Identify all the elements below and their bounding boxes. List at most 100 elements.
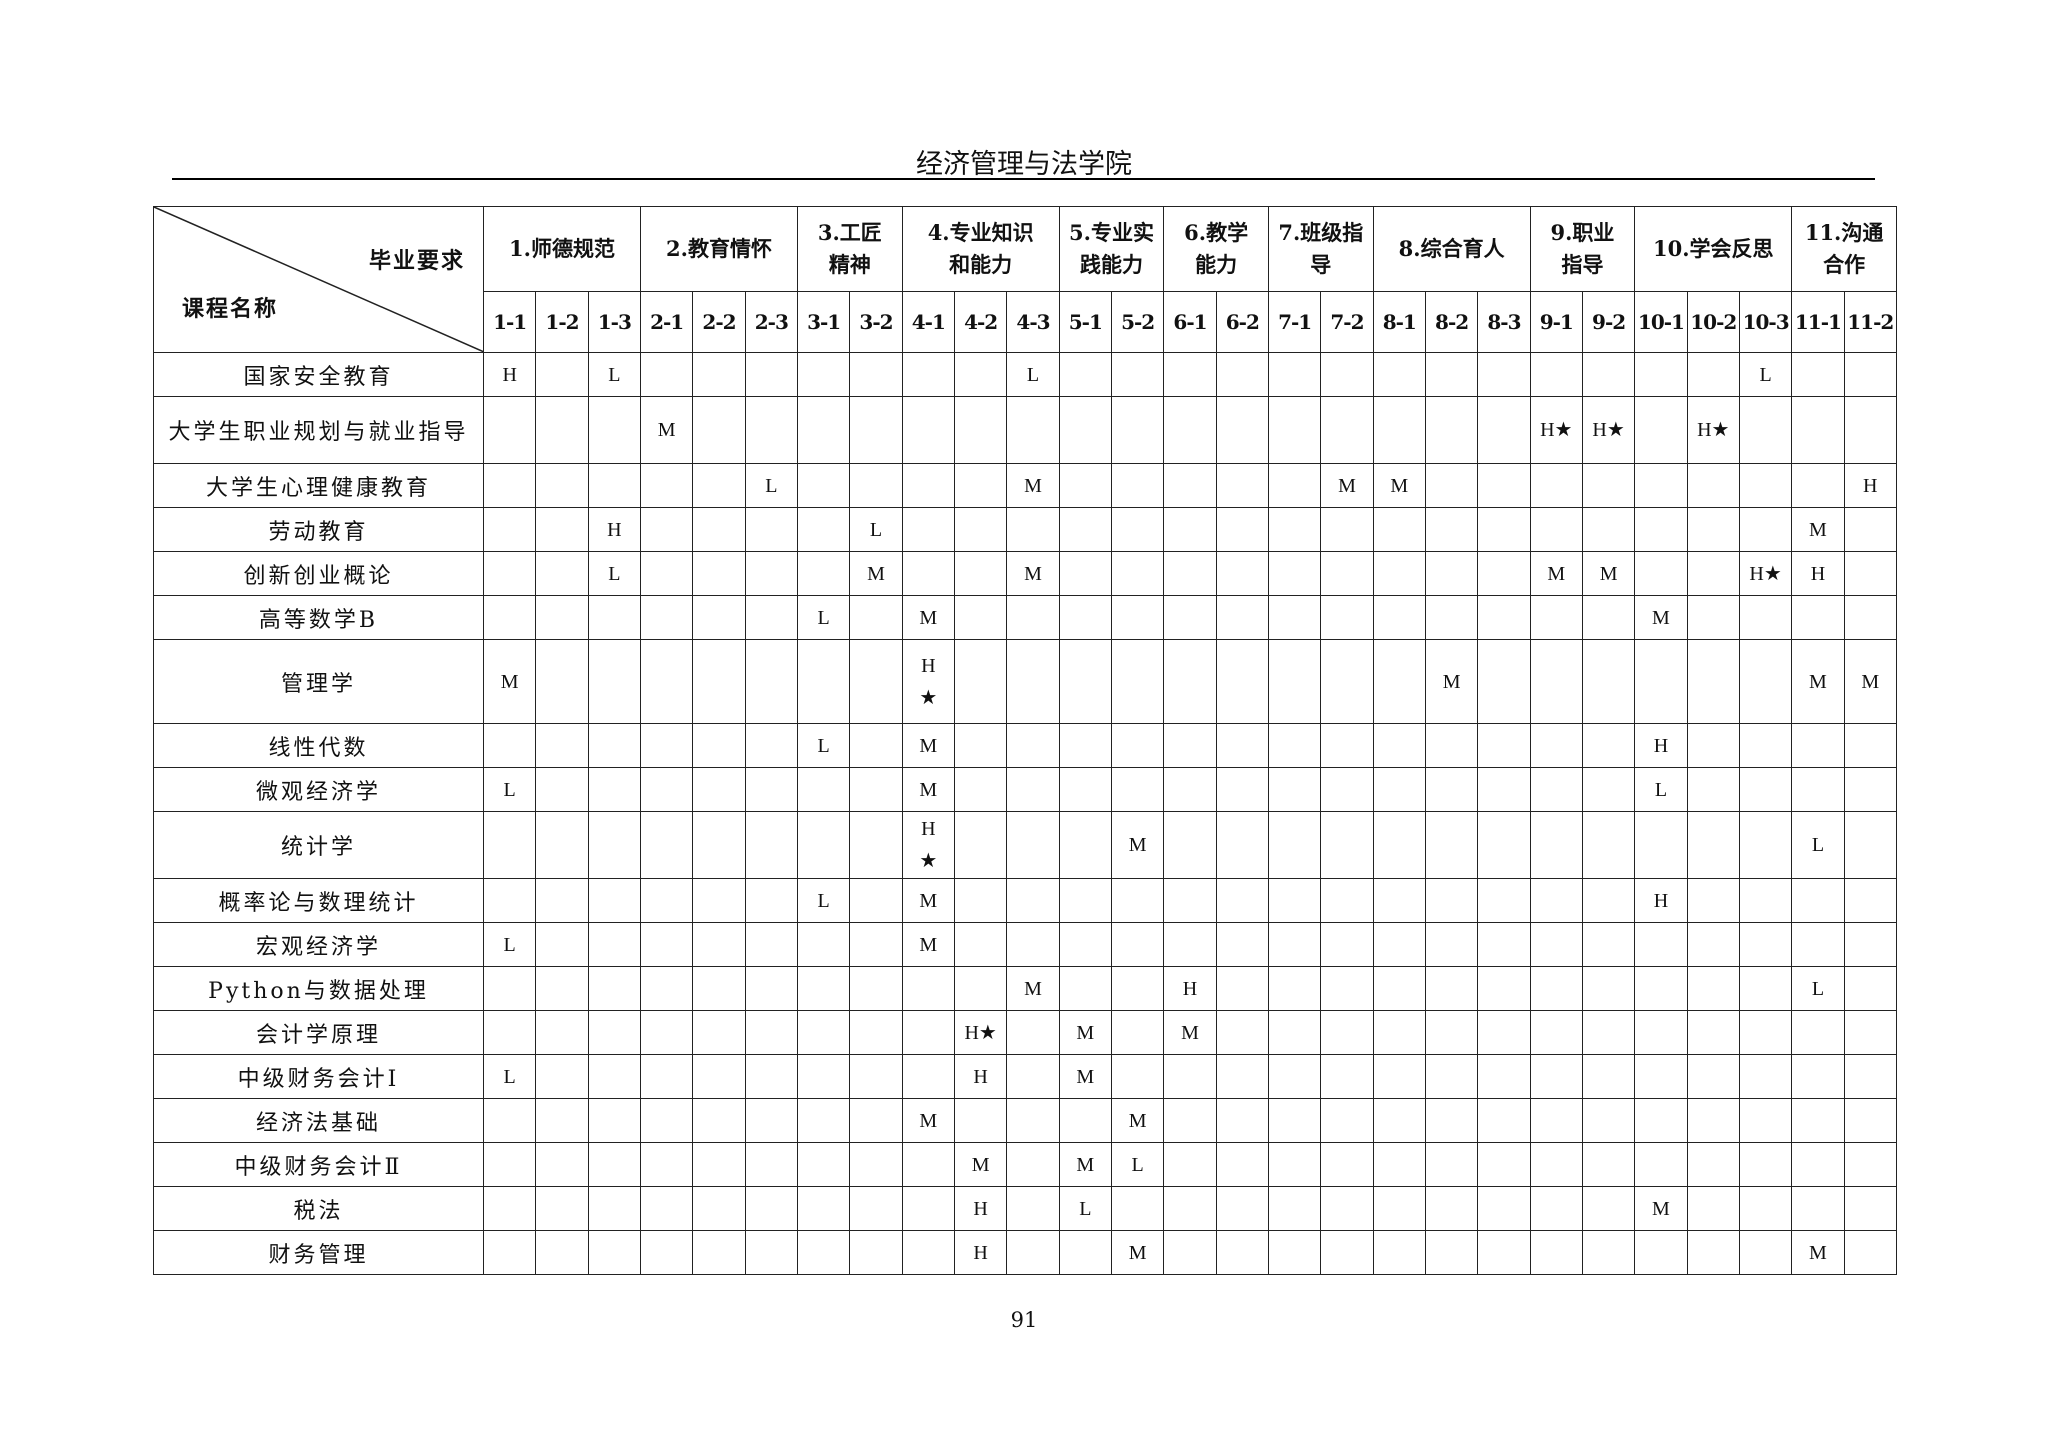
support-level-cell (1581, 507, 1636, 552)
support-level-cell (1215, 396, 1269, 464)
support-level-cell (1634, 551, 1688, 596)
course-row: 会计学原理 H★ M M (153, 1010, 1897, 1055)
support-level-cell (1424, 595, 1479, 640)
support-level-cell (1738, 1098, 1793, 1143)
support-level-cell (1320, 767, 1374, 812)
support-level-cell (1163, 878, 1217, 923)
course-name: 国家安全教育 (153, 352, 484, 397)
support-level-cell (692, 352, 746, 397)
support-level-cell (1372, 1186, 1426, 1231)
support-level-cell: L (482, 922, 537, 967)
support-level-cell (1372, 878, 1426, 923)
indicator-header: 10-1 (1634, 291, 1688, 353)
support-level-cell: M (1058, 1010, 1112, 1055)
support-level-cell (849, 639, 903, 724)
support-level-cell (1320, 1142, 1374, 1187)
course-row: 中级财务会计Ⅱ M M L (153, 1142, 1897, 1187)
support-level-cell (1791, 463, 1845, 508)
support-level-cell (796, 1230, 851, 1275)
support-level-cell (1163, 1230, 1217, 1275)
title-rule (172, 178, 1875, 180)
support-level-cell (587, 639, 642, 724)
support-level-cell (1738, 767, 1793, 812)
support-level-cell (1738, 639, 1793, 724)
course-row: 国家安全教育 H L L L (153, 352, 1897, 397)
support-level-cell: M (1843, 639, 1897, 724)
support-level-cell (1267, 1142, 1322, 1187)
indicator-header: 8-1 (1372, 291, 1426, 353)
requirement-group-header: 10.学会反思 (1634, 206, 1793, 292)
support-level-cell (796, 767, 851, 812)
support-level-cell (1686, 1010, 1740, 1055)
support-level-cell (1424, 1098, 1479, 1143)
support-level-cell (692, 595, 746, 640)
support-level-cell (1320, 1186, 1374, 1231)
support-level-cell (692, 1142, 746, 1187)
support-level-cell (849, 767, 903, 812)
support-level-cell (1110, 595, 1165, 640)
support-level-cell (796, 1186, 851, 1231)
support-level-cell: L (482, 1054, 537, 1099)
support-level-cell (1215, 767, 1269, 812)
support-level-cell: M (1791, 1230, 1845, 1275)
support-level-cell (744, 811, 799, 879)
support-level-cell (1424, 811, 1479, 879)
support-level-cell (744, 1186, 799, 1231)
course-row: 创新创业概论 L M M M M H★ H (153, 551, 1897, 596)
support-level-cell (482, 1010, 537, 1055)
support-level-cell (1634, 811, 1688, 879)
support-level-cell (1424, 1054, 1479, 1099)
support-level-cell (953, 595, 1008, 640)
support-level-cell (1267, 551, 1322, 596)
support-level-cell (1738, 1054, 1793, 1099)
support-level-cell (849, 966, 903, 1011)
support-level-cell (1058, 352, 1112, 397)
support-level-cell (535, 1054, 589, 1099)
indicator-header: 2-3 (744, 291, 799, 353)
indicator-header: 7-2 (1320, 291, 1374, 353)
support-level-cell (1477, 1142, 1531, 1187)
support-level-cell (1215, 551, 1269, 596)
support-level-cell: L (796, 595, 851, 640)
requirement-group-header: 4.专业知识 和能力 (901, 206, 1060, 292)
support-level-cell (1320, 352, 1374, 397)
support-level-cell (639, 1054, 694, 1099)
support-level-cell (1686, 551, 1740, 596)
support-level-cell (692, 463, 746, 508)
support-level-cell (1058, 396, 1112, 464)
course-name: 中级财务会计Ⅱ (153, 1142, 484, 1187)
corner-header: 毕业要求 课程名称 (153, 206, 484, 353)
requirement-group-header: 2.教育情怀 (640, 206, 798, 292)
support-level-cell (1215, 723, 1269, 768)
support-level-cell (1110, 966, 1165, 1011)
support-level-cell (1320, 595, 1374, 640)
support-level-cell (744, 551, 799, 596)
support-level-cell (1581, 595, 1636, 640)
support-level-cell (1738, 723, 1793, 768)
support-level-cell (1529, 1142, 1583, 1187)
support-level-cell (1215, 463, 1269, 508)
support-level-cell (1215, 595, 1269, 640)
support-level-cell (1738, 1010, 1793, 1055)
support-level-cell (1738, 1142, 1793, 1187)
support-level-cell (587, 1186, 642, 1231)
support-level-cell (1791, 723, 1845, 768)
support-level-cell: H (1843, 463, 1897, 508)
support-level-cell (1424, 507, 1479, 552)
course-name: 微观经济学 (153, 767, 484, 812)
support-level-cell (1686, 878, 1740, 923)
support-level-cell: M (1110, 811, 1165, 879)
support-level-cell: M (1791, 507, 1845, 552)
support-level-cell (1529, 639, 1583, 724)
support-level-cell (953, 639, 1008, 724)
support-level-cell (1320, 1054, 1374, 1099)
support-level-cell (901, 1010, 955, 1055)
support-level-cell (1686, 1186, 1740, 1231)
support-level-cell (1006, 396, 1060, 464)
support-level-cell (744, 1010, 799, 1055)
support-level-cell (1267, 922, 1322, 967)
course-row: 管理学 M H ★ M M M (153, 639, 1897, 724)
support-level-cell (796, 811, 851, 879)
support-level-cell (849, 352, 903, 397)
support-level-cell (482, 1098, 537, 1143)
